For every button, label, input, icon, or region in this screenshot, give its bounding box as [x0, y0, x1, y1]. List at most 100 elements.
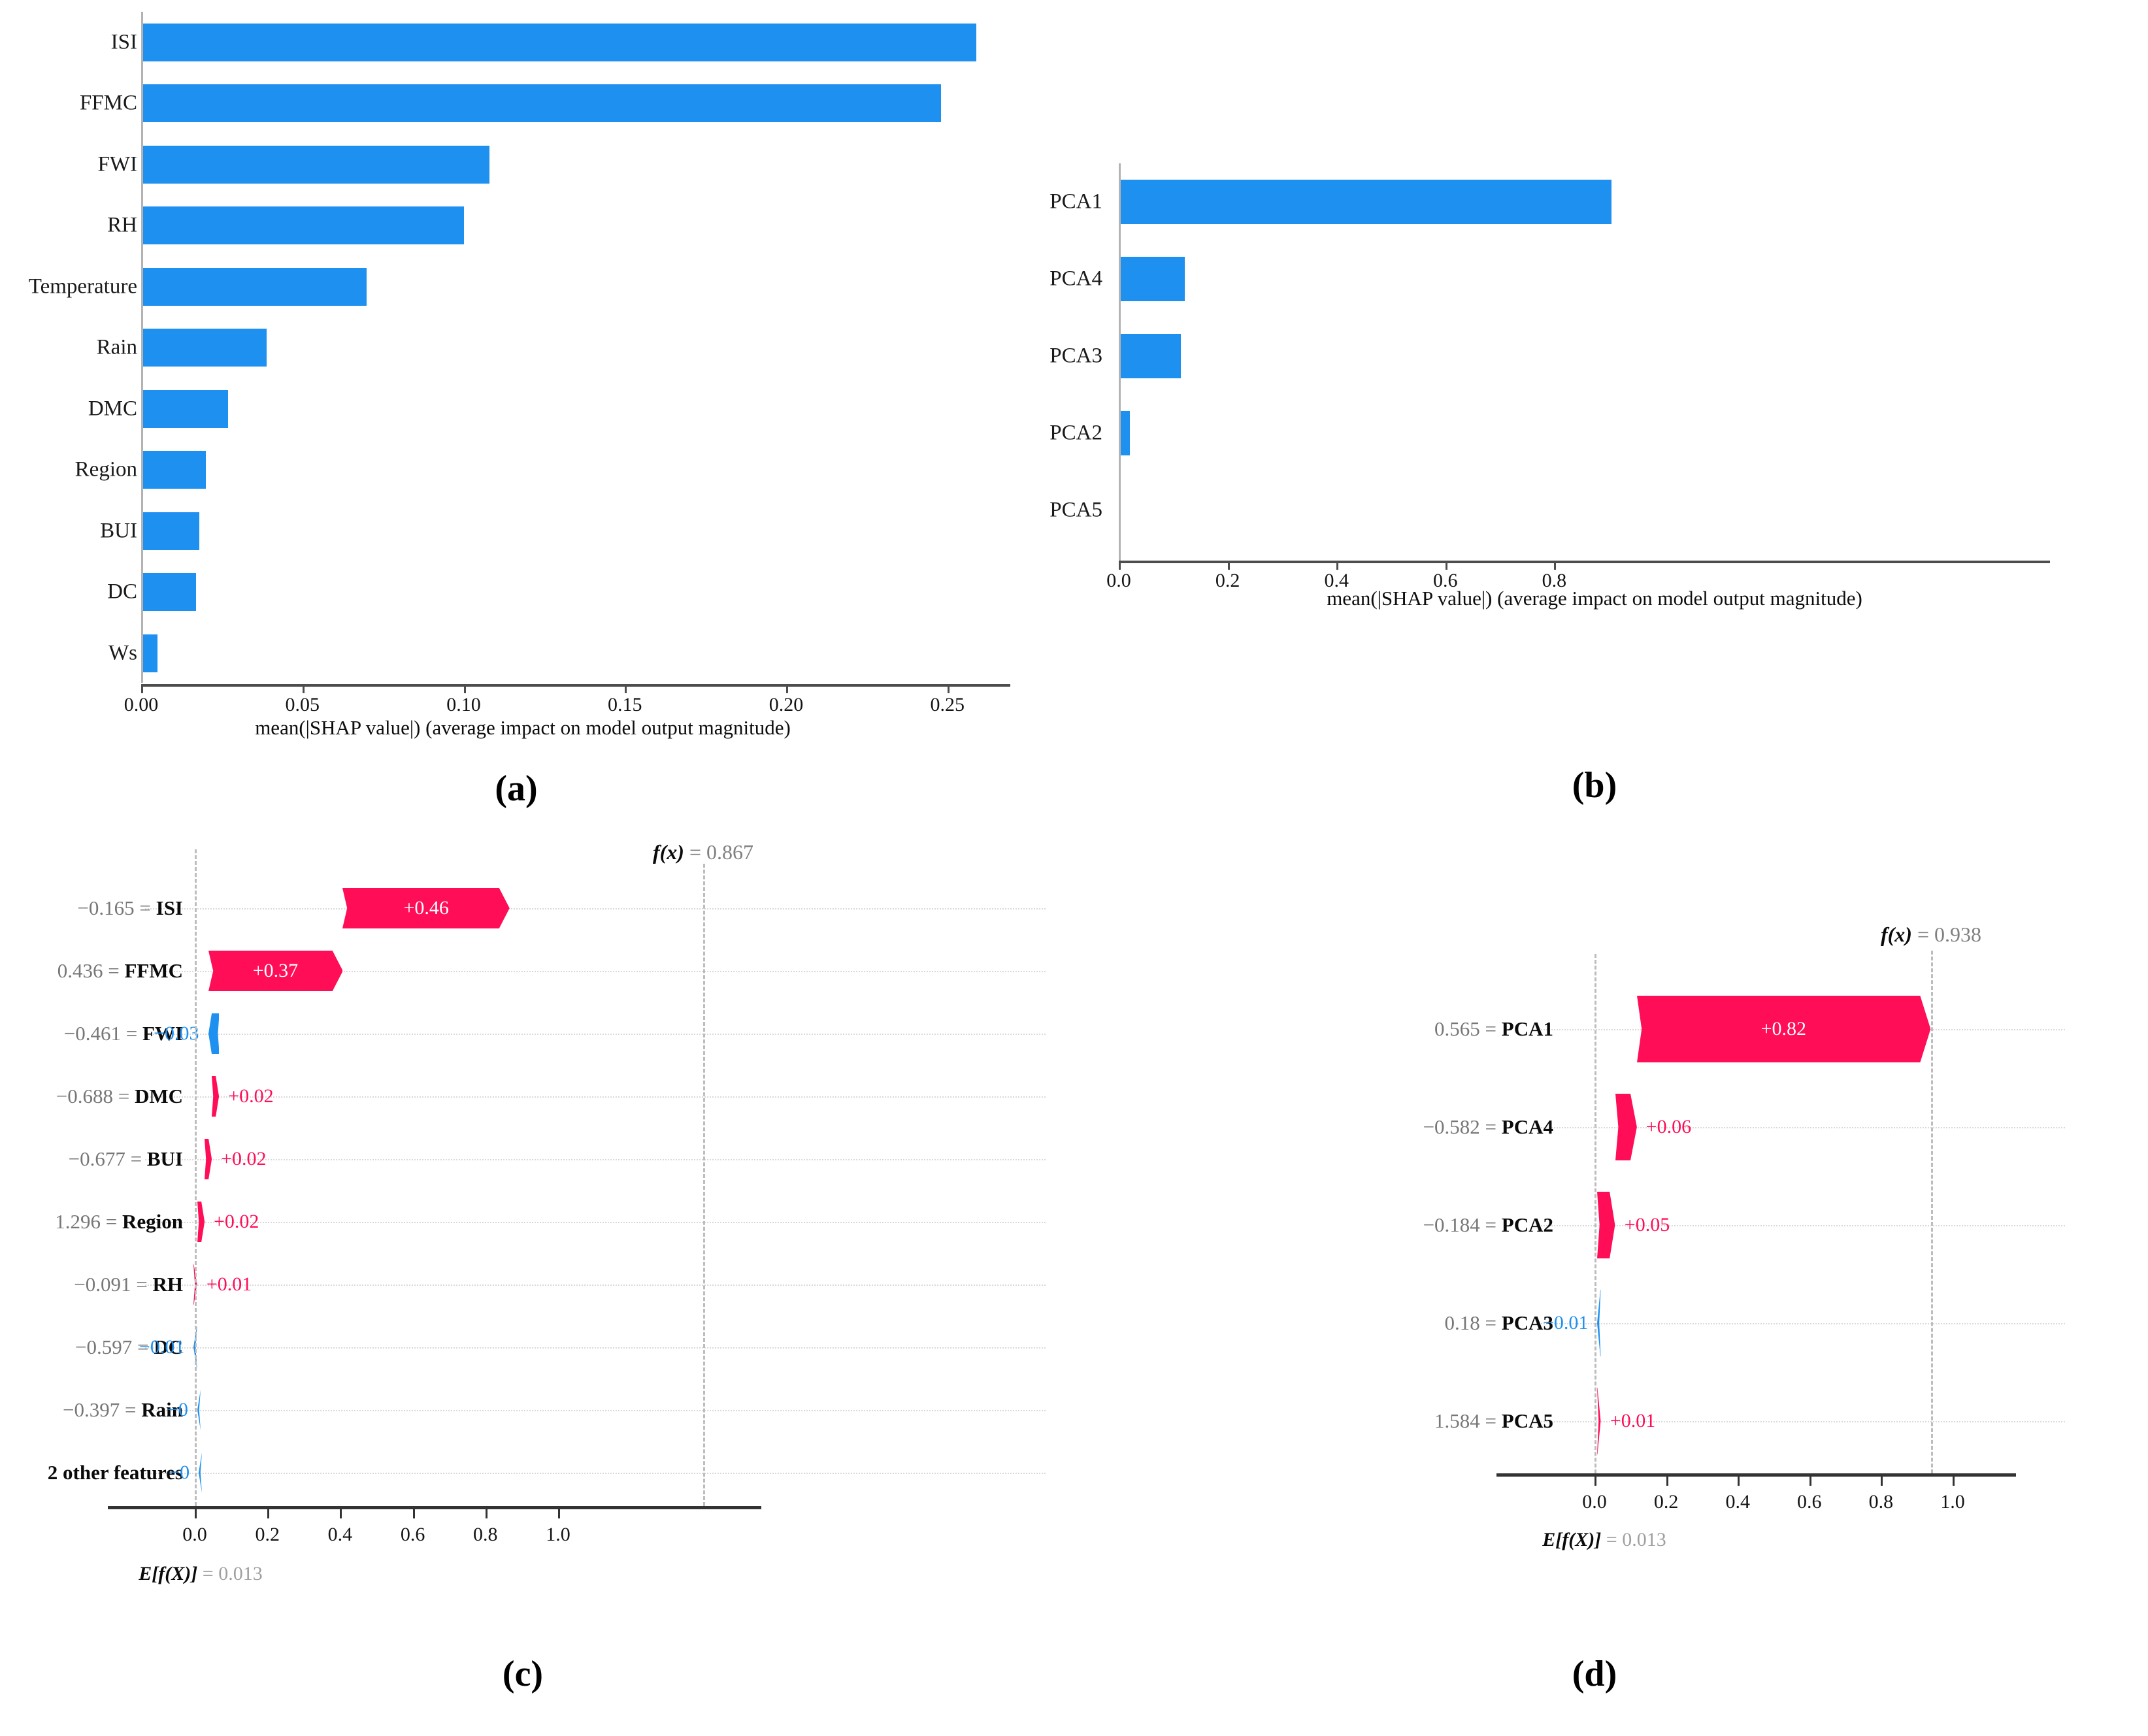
feature-value: −0.461 — [63, 1022, 122, 1045]
waterfall-x-tick-mark — [1738, 1477, 1740, 1486]
x-tick-label: 0.25 — [930, 694, 965, 715]
waterfall-arrow — [208, 1013, 220, 1054]
waterfall-gridline — [1532, 1127, 2065, 1128]
feature-name: BUI — [146, 1147, 183, 1170]
x-tick-label: 0.6 — [1433, 570, 1458, 591]
waterfall-gridline — [145, 1034, 1046, 1035]
panel-c-base-dashed-line — [195, 849, 197, 1506]
feature-name: Rain — [141, 1398, 183, 1421]
equals-sign: = — [121, 1022, 142, 1045]
waterfall-x-tick-mark — [195, 1509, 197, 1518]
bar-category-label: FFMC — [79, 91, 137, 115]
bar-rect — [141, 329, 267, 367]
bar-rect — [141, 267, 367, 306]
waterfall-row-label: 0.436 = FFMC — [58, 959, 183, 983]
waterfall-gridline — [145, 1473, 1046, 1474]
waterfall-contribution-label: +0.05 — [1624, 1214, 1670, 1236]
waterfall-arrow — [197, 1390, 201, 1430]
panel-b-x-axis-title: mean(|SHAP value|) (average impact on mo… — [1327, 587, 1862, 610]
waterfall-x-tick-label: 0.8 — [473, 1524, 498, 1545]
equals-sign: = — [1479, 1311, 1502, 1334]
x-tick-label: 0.00 — [124, 694, 159, 715]
waterfall-gridline — [1532, 1421, 2065, 1422]
waterfall-arrow — [208, 951, 343, 991]
equals-sign: = — [101, 1210, 122, 1233]
bar-category-label: DC — [107, 580, 137, 604]
waterfall-contribution-label: +0.06 — [1645, 1116, 1692, 1138]
feature-name: PCA1 — [1501, 1017, 1553, 1040]
bar-rect — [1119, 411, 1130, 455]
panel-c-fx-symbol: f(x) — [652, 840, 684, 864]
panel-c-efx-symbol: E[f(X)] — [139, 1563, 198, 1584]
waterfall-arrow — [1597, 1192, 1615, 1258]
waterfall-arrow — [1597, 1388, 1601, 1454]
bar-rect — [141, 145, 489, 184]
waterfall-gridline — [1532, 1323, 2065, 1324]
waterfall-row-label: 1.296 = Region — [55, 1210, 183, 1234]
x-tick-mark — [463, 685, 466, 693]
x-tick-label: 0.20 — [768, 694, 804, 715]
feature-value: −0.597 — [75, 1335, 133, 1358]
x-tick-mark — [786, 685, 788, 693]
bar-rect — [141, 206, 464, 245]
waterfall-row-label: 1.584 = PCA5 — [1434, 1409, 1553, 1433]
feature-name: DMC — [134, 1085, 183, 1107]
equals-sign: = — [1479, 1115, 1502, 1138]
x-tick-mark — [1445, 562, 1447, 570]
panel-b-y-spine — [1119, 163, 1121, 561]
panel-c-output-dashed-line — [703, 864, 705, 1506]
panel-b-x-spine — [1119, 561, 2050, 563]
waterfall-gridline — [145, 1285, 1046, 1286]
feature-value: −0.091 — [74, 1273, 131, 1296]
waterfall-contribution-label: +0.82 — [1760, 1018, 1807, 1040]
bar-rect — [1119, 257, 1185, 301]
x-tick-label: 0.15 — [608, 694, 642, 715]
bar-category-label: PCA1 — [1049, 189, 1102, 214]
panel-d-waterfall-pca: 0.565 = PCA1 −0.582 = PCA4 −0.184 = PCA2 0.… — [1046, 843, 2148, 1736]
waterfall-arrow — [205, 1139, 212, 1179]
waterfall-x-tick-mark — [412, 1509, 415, 1518]
waterfall-x-tick-label: 0.2 — [1653, 1491, 1679, 1513]
waterfall-row-label: −0.677 = BUI — [69, 1147, 183, 1171]
equals-sign: = — [1479, 1409, 1502, 1432]
waterfall-contribution-label: +0.37 — [252, 960, 299, 981]
panel-a-x-axis-title: mean(|SHAP value|) (average impact on mo… — [255, 716, 791, 739]
panel-d-efx-value: 0.013 — [1622, 1529, 1666, 1550]
x-tick-mark — [141, 685, 143, 693]
panel-c-efx-equals: = — [202, 1563, 219, 1584]
waterfall-x-tick-mark — [485, 1509, 487, 1518]
equals-sign: = — [1479, 1213, 1502, 1236]
waterfall-x-tick-mark — [558, 1509, 560, 1518]
waterfall-x-tick-mark — [1666, 1477, 1668, 1486]
waterfall-x-tick-label: 0.4 — [327, 1524, 353, 1545]
feature-value: −0.582 — [1423, 1115, 1480, 1138]
feature-name: ISI — [156, 896, 183, 919]
waterfall-gridline — [145, 1222, 1046, 1223]
feature-name: PCA2 — [1501, 1213, 1553, 1236]
waterfall-arrow — [197, 1202, 205, 1242]
equals-sign: = — [112, 1085, 135, 1107]
waterfall-row-label: −0.688 = DMC — [56, 1085, 183, 1108]
waterfall-x-tick-mark — [1953, 1477, 1955, 1486]
bar-rect — [141, 573, 196, 612]
feature-value: −0.165 — [77, 896, 135, 919]
panel-d-output-dashed-line — [1931, 951, 1933, 1473]
panel-a-shap-bar-features: ISI FFMC FWI RH Temperature Rain DMC Region BUI D… — [0, 0, 1046, 843]
equals-sign: = — [125, 1147, 147, 1170]
x-tick-label: 0.10 — [446, 694, 481, 715]
feature-name: Region — [122, 1210, 183, 1233]
x-tick-label: 0.0 — [1106, 570, 1131, 591]
x-tick-mark — [1554, 562, 1557, 570]
feature-value: −0.397 — [63, 1398, 120, 1421]
waterfall-row-label: 0.565 = PCA1 — [1434, 1017, 1553, 1041]
waterfall-arrow — [342, 888, 510, 928]
waterfall-x-tick-label: 0.2 — [255, 1524, 280, 1545]
feature-value: −0.184 — [1423, 1213, 1480, 1236]
waterfall-contribution-label: +0.01 — [1610, 1410, 1656, 1432]
panel-c-caption: (c) — [502, 1654, 544, 1694]
waterfall-x-tick-label: 0.0 — [1582, 1491, 1607, 1513]
panel-a-x-spine — [141, 684, 1010, 687]
feature-name: FWI — [142, 1022, 183, 1045]
x-tick-label: 0.8 — [1542, 570, 1567, 591]
waterfall-x-tick-mark — [1594, 1477, 1596, 1486]
